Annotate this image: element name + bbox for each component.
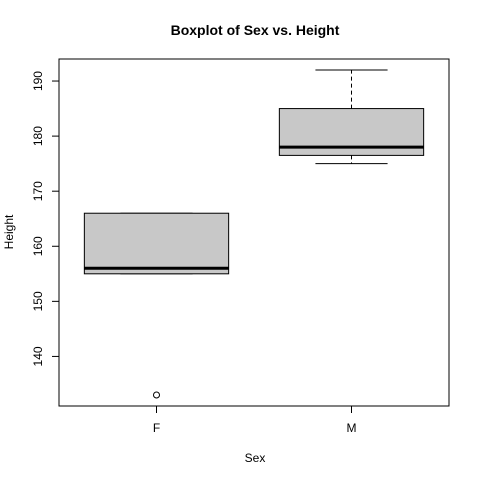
box-M bbox=[278, 69, 425, 165]
y-tick-label: 150 bbox=[31, 291, 45, 311]
y-axis-label: Height bbox=[2, 214, 16, 249]
chart-title: Boxplot of Sex vs. Height bbox=[171, 22, 340, 38]
x-tick-label: F bbox=[153, 421, 160, 435]
boxes-group bbox=[83, 69, 425, 399]
outlier-point bbox=[153, 391, 160, 399]
x-tick-label: M bbox=[347, 421, 357, 435]
box-iqr bbox=[83, 212, 230, 275]
y-axis: 140 150 160 170 180 190 bbox=[31, 71, 60, 366]
y-tick-label: 140 bbox=[31, 346, 45, 366]
y-tick-label: 170 bbox=[31, 181, 45, 201]
y-tick-label: 190 bbox=[31, 71, 45, 91]
y-tick-label: 160 bbox=[31, 236, 45, 256]
box-F bbox=[83, 212, 230, 399]
x-axis-label: Sex bbox=[245, 451, 266, 465]
y-tick-label: 180 bbox=[31, 126, 45, 146]
